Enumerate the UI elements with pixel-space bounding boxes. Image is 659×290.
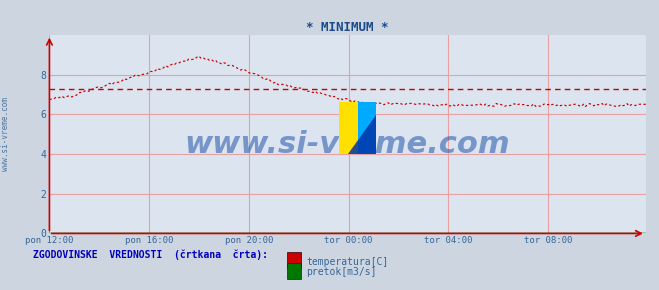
Text: pretok[m3/s]: pretok[m3/s] bbox=[306, 267, 377, 277]
Text: www.si-vreme.com: www.si-vreme.com bbox=[1, 97, 10, 171]
Text: www.si-vreme.com: www.si-vreme.com bbox=[185, 130, 511, 159]
Text: ZGODOVINSKE  VREDNOSTI  (črtkana  črta):: ZGODOVINSKE VREDNOSTI (črtkana črta): bbox=[33, 250, 268, 260]
Text: temperatura[C]: temperatura[C] bbox=[306, 257, 389, 267]
Title: * MINIMUM *: * MINIMUM * bbox=[306, 21, 389, 34]
Polygon shape bbox=[358, 102, 376, 154]
Bar bbox=[339, 102, 358, 154]
Polygon shape bbox=[349, 115, 376, 154]
